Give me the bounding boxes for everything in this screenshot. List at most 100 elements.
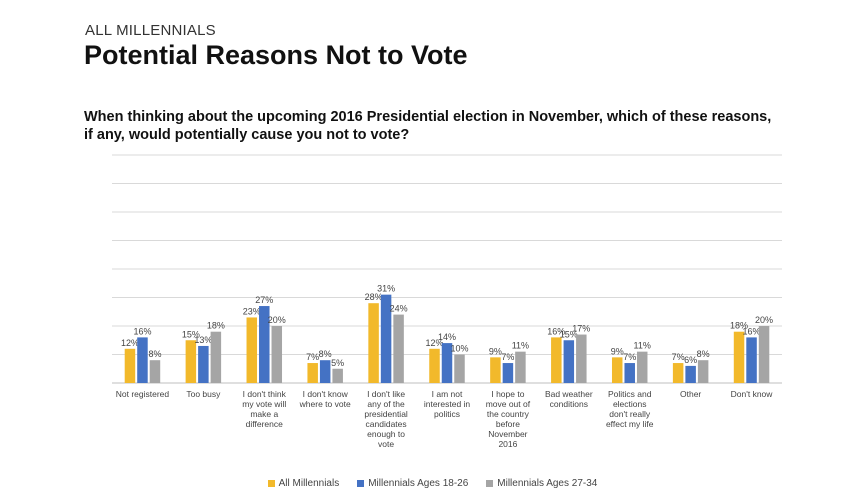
data-label: 11% [512, 341, 529, 351]
legend-label-27-34: Millennials Ages 27-34 [497, 478, 598, 489]
category-label: Not registered [116, 389, 170, 399]
category-label-line: move out of [486, 399, 531, 409]
data-label: 18% [207, 321, 225, 331]
bar [210, 331, 222, 383]
data-label: 13% [194, 335, 212, 345]
category-label-line: presidential [364, 409, 408, 419]
bar [149, 360, 161, 383]
category-label-line: Bad weather [545, 389, 593, 399]
bar [624, 363, 635, 383]
data-label: 14% [438, 332, 456, 342]
data-label: 7% [306, 352, 319, 362]
category-label-line: don't really [609, 409, 651, 419]
category-label: Other [680, 389, 701, 399]
data-label: 7% [623, 352, 636, 362]
category-label-line: where to vote [299, 399, 351, 409]
category-label-line: I don't know [303, 389, 349, 399]
bar [259, 306, 270, 383]
data-label: 20% [268, 315, 286, 325]
data-label: 20% [755, 315, 773, 325]
bar [271, 326, 283, 383]
bar [380, 294, 392, 383]
legend-label-all: All Millennials [278, 478, 340, 489]
survey-question: When thinking about the upcoming 2016 Pr… [84, 109, 772, 143]
category-label-line: politics [434, 409, 460, 419]
category-label-line: I don't like [367, 389, 405, 399]
category-label-line: I am not [432, 389, 463, 399]
legend-item-18-26: Millennials Ages 18-26 [357, 478, 468, 489]
data-label: 28% [365, 292, 383, 302]
category-label: Politics and elections don't really effect … [606, 389, 654, 429]
category-label-line: my vote will [242, 399, 286, 409]
data-label: 10% [450, 344, 468, 354]
data-label: 7% [672, 352, 685, 362]
bar [733, 331, 745, 383]
bar [758, 326, 770, 383]
bar [454, 354, 465, 383]
category-label: I hope to move out of the country before Nov… [486, 389, 531, 449]
bar [746, 337, 757, 383]
data-label: 5% [331, 358, 344, 368]
bar [198, 345, 209, 383]
category-label-line: Not registered [116, 389, 170, 399]
category-label: I don't like any of the presidential candid… [364, 389, 408, 449]
bar [697, 360, 709, 383]
bar [319, 360, 331, 383]
bar [393, 314, 404, 383]
category-label-line: I don't think [243, 389, 287, 399]
category-label-line: before [496, 419, 520, 429]
category-label: I don't know where to vote [299, 389, 351, 409]
category-label-line: any of the [367, 399, 405, 409]
page-title: Potential Reasons Not to Vote [84, 40, 468, 70]
data-label: 16% [547, 326, 565, 336]
category-label-line: I hope to [491, 389, 524, 399]
bar [611, 357, 623, 383]
bar [307, 363, 318, 383]
data-label: 23% [243, 306, 261, 316]
data-label: 17% [572, 324, 590, 334]
bar [332, 368, 343, 383]
category-label-line: candidates [366, 419, 407, 429]
bar [636, 351, 648, 383]
category-label-line: November [488, 429, 527, 439]
bar [124, 348, 136, 383]
category-label: I am not interested in politics [424, 389, 471, 419]
category-label-line: elections [613, 399, 647, 409]
category-label-line: vote [378, 439, 394, 449]
bar [490, 357, 501, 383]
data-label: 11% [634, 341, 651, 351]
data-label: 16% [133, 326, 151, 336]
data-label: 27% [255, 295, 273, 305]
category-label-line: 2016 [498, 439, 517, 449]
data-label: 31% [377, 284, 395, 294]
category-label: Too busy [186, 389, 221, 399]
bar [368, 303, 379, 383]
category-label-line: effect my life [606, 419, 654, 429]
bar [551, 337, 562, 383]
category-label-line: conditions [550, 399, 588, 409]
data-label: 8% [148, 349, 161, 359]
data-label: 8% [697, 349, 710, 359]
category-label: Don't know [731, 389, 774, 399]
bar [137, 337, 148, 383]
category-label-line: Don't know [731, 389, 774, 399]
bar [685, 365, 696, 383]
category-label-line: the country [487, 409, 530, 419]
data-label: 24% [390, 304, 408, 314]
legend-swatch-18-26 [357, 480, 365, 487]
chart-legend: All Millennials Millennials Ages 18-26 M… [0, 478, 865, 489]
data-label: 15% [560, 329, 578, 339]
legend-swatch-all [267, 480, 275, 487]
legend-swatch-27-34 [486, 480, 494, 487]
category-label-line: interested in [424, 399, 471, 409]
legend-label-18-26: Millennials Ages 18-26 [368, 478, 469, 489]
legend-item-all: All Millennials [267, 478, 340, 489]
data-label: 12% [425, 338, 443, 348]
data-label: 9% [611, 346, 624, 356]
data-label: 15% [182, 329, 200, 339]
bar [185, 340, 197, 383]
data-label: 8% [319, 349, 332, 359]
bar [246, 317, 258, 383]
category-label-line: make a [250, 409, 278, 419]
